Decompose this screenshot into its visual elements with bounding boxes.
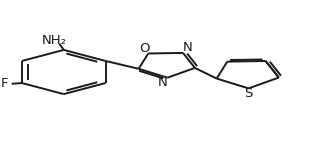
Text: S: S — [244, 87, 253, 100]
Text: N: N — [183, 41, 192, 54]
Text: NH₂: NH₂ — [41, 34, 66, 47]
Text: F: F — [1, 77, 9, 90]
Text: N: N — [158, 76, 168, 89]
Text: O: O — [139, 42, 150, 55]
